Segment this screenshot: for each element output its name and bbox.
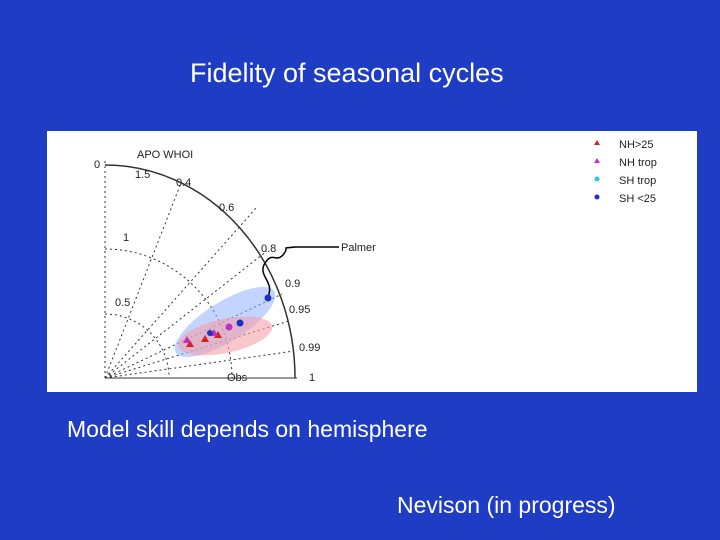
credit: Nevison (in progress) [397,492,616,518]
figure-background [47,131,697,392]
legend-marker [594,194,600,200]
corr-label: 0.9 [285,278,300,290]
std-label: 0 [94,159,100,171]
std-label: 1.5 [135,169,150,181]
nh-ellipse [177,316,273,356]
legend-label: SH trop [619,175,656,187]
corr-label: 0.6 [219,202,234,214]
corr-label: 0.99 [299,342,320,354]
annotation-line [262,246,339,298]
std-label: Obs [227,372,248,384]
annotation: Palmer [341,242,376,254]
legend-label: SH <25 [619,193,656,205]
corr-label: 0.95 [289,304,310,316]
legend-marker [594,140,600,145]
figure-title: APO WHOI [137,149,193,161]
markers [183,294,272,347]
caption: Model skill depends on hemisphere [67,416,428,442]
legend-label: NH trop [619,157,657,169]
std-label: 1 [123,232,129,244]
legend: NH>25 NH trop SH trop SH <25 [594,139,657,205]
diagram-axes [104,161,297,379]
corr-labels: 0.4 0.6 0.8 0.9 0.95 0.99 [176,177,320,354]
corr-label: 0.8 [261,243,276,255]
std-label: 0.5 [115,297,130,309]
legend-label: NH>25 [619,139,654,151]
slide-title: Fidelity of seasonal cycles [190,58,504,88]
std-labels: 0 1.5 1 0.5 Obs 1 [94,159,315,384]
legend-marker [594,158,600,163]
corr-label: 0.4 [176,177,191,189]
legend-marker [594,176,600,182]
std-label: 1 [309,372,315,384]
